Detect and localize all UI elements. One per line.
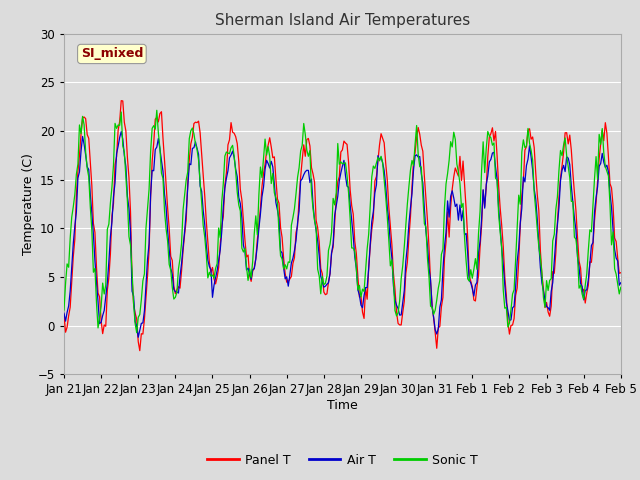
Title: Sherman Island Air Temperatures: Sherman Island Air Temperatures <box>215 13 470 28</box>
Legend: Panel T, Air T, Sonic T: Panel T, Air T, Sonic T <box>202 449 483 472</box>
Y-axis label: Temperature (C): Temperature (C) <box>22 153 35 255</box>
X-axis label: Time: Time <box>327 399 358 412</box>
Text: SI_mixed: SI_mixed <box>81 48 143 60</box>
